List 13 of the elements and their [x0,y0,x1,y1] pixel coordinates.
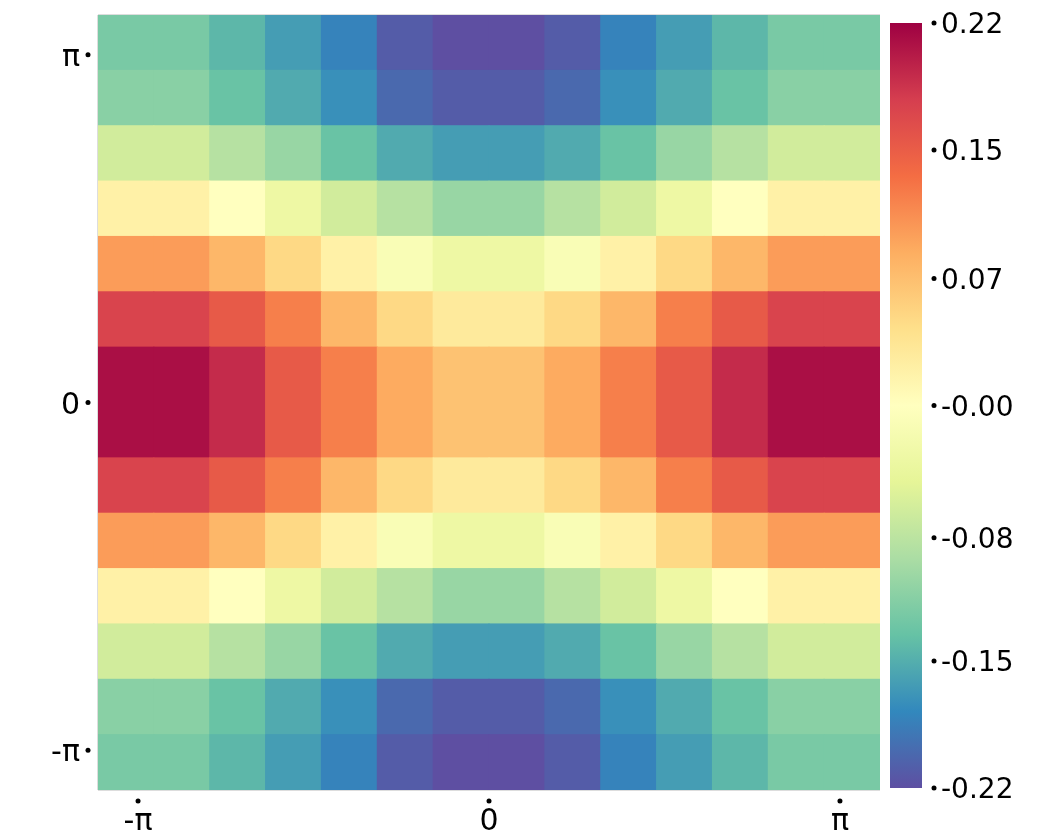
x-tick-label: -π [123,802,153,837]
color-bar-label: 0.15 [941,133,1004,167]
y-tick-label: π [61,37,80,73]
color-bar-label: -0.08 [941,521,1014,555]
color-bar-label: 0.07 [941,262,1004,296]
y-tick-label: -π [51,733,80,769]
y-tick-label: 0 [60,385,80,421]
color-bar-label: -0.15 [941,645,1014,679]
color-bar-label: -0.00 [941,389,1014,423]
color-bar-label: 0.22 [941,7,1004,40]
color-bar-label: -0.22 [941,772,1014,805]
x-tick-label: 0 [479,802,499,837]
x-tick-label: π [830,802,849,837]
